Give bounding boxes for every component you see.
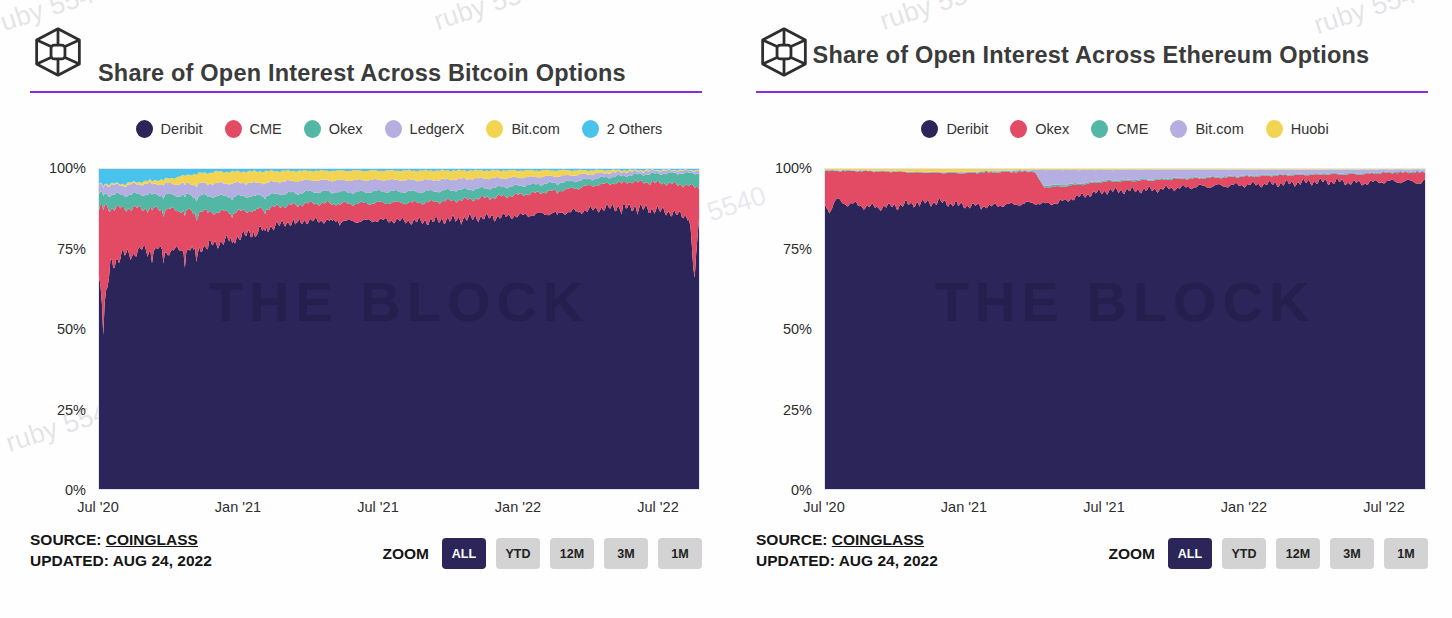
- legend-item-bit-com[interactable]: Bit.com: [486, 120, 559, 138]
- legend-swatch-icon: [136, 120, 153, 138]
- y-axis-tick: 50%: [783, 321, 812, 337]
- legend-label: CME: [1116, 121, 1148, 137]
- legend-swatch-icon: [385, 120, 402, 138]
- legend-swatch-icon: [486, 120, 503, 138]
- zoom-button-all[interactable]: ALL: [1168, 538, 1212, 569]
- legend-item-cme[interactable]: CME: [225, 120, 282, 138]
- area-deribit: [825, 178, 1425, 489]
- zoom-button-all[interactable]: ALL: [442, 538, 486, 569]
- x-axis-tick: Jul '20: [803, 499, 844, 515]
- legend-swatch-icon: [1091, 120, 1108, 138]
- y-axis-tick: 100%: [775, 160, 812, 176]
- stacked-area-chart[interactable]: [825, 169, 1425, 489]
- legend-label: Bit.com: [1195, 121, 1243, 137]
- y-axis-tick: 25%: [57, 402, 86, 418]
- source-label: SOURCE:: [30, 531, 101, 548]
- page-title: Share of Open Interest Across Ethereum O…: [796, 40, 1386, 70]
- x-axis-tick: Jan '22: [495, 499, 541, 515]
- zoom-button-1m[interactable]: 1M: [658, 538, 702, 569]
- zoom-button-12m[interactable]: 12M: [550, 538, 594, 569]
- page-title: Share of Open Interest Across Bitcoin Op…: [98, 58, 626, 88]
- legend-item-2-others[interactable]: 2 Others: [582, 120, 663, 138]
- legend-swatch-icon: [582, 120, 599, 138]
- zoom-label: ZOOM: [383, 545, 430, 563]
- zoom-button-3m[interactable]: 3M: [1330, 538, 1374, 569]
- x-axis-tick: Jul '21: [1083, 499, 1124, 515]
- source-block: SOURCE: COINGLASS UPDATED: AUG 24, 2022: [756, 529, 938, 571]
- x-axis: Jul '20Jan '21Jul '21Jan '22Jul '22: [98, 499, 700, 519]
- legend-item-okex[interactable]: Okex: [1010, 120, 1069, 138]
- x-axis-tick: Jul '22: [1363, 499, 1404, 515]
- source-label: SOURCE:: [756, 531, 827, 548]
- y-axis-tick: 0%: [65, 482, 86, 498]
- zoom-button-1m[interactable]: 1M: [1384, 538, 1428, 569]
- zoom-controls: ZOOM ALL YTD 12M 3M 1M: [383, 538, 703, 569]
- y-axis-tick: 75%: [57, 241, 86, 257]
- legend-label: Okex: [329, 121, 363, 137]
- legend-label: CME: [250, 121, 282, 137]
- y-axis: 100%75%50%25%0%: [0, 168, 92, 490]
- legend-item-ledgerx[interactable]: LedgerX: [385, 120, 465, 138]
- legend-item-okex[interactable]: Okex: [304, 120, 363, 138]
- legend-label: Deribit: [161, 121, 203, 137]
- updated-label: UPDATED: AUG 24, 2022: [756, 550, 938, 571]
- y-axis: 100%75%50%25%0%: [726, 168, 818, 490]
- source-block: SOURCE: COINGLASS UPDATED: AUG 24, 2022: [30, 529, 212, 571]
- x-axis-tick: Jul '20: [77, 499, 118, 515]
- legend-item-bit-com[interactable]: Bit.com: [1170, 120, 1243, 138]
- y-axis-tick: 100%: [49, 160, 86, 176]
- zoom-label: ZOOM: [1109, 545, 1156, 563]
- x-axis-tick: Jul '21: [357, 499, 398, 515]
- legend-label: 2 Others: [607, 121, 663, 137]
- y-axis-tick: 25%: [783, 402, 812, 418]
- title-divider: [756, 91, 1428, 93]
- legend-item-deribit[interactable]: Deribit: [136, 120, 203, 138]
- legend-label: Huobi: [1291, 121, 1329, 137]
- y-axis-tick: 50%: [57, 321, 86, 337]
- legend: Deribit CME Okex LedgerX Bit.com 2 Others: [98, 120, 700, 138]
- source-link[interactable]: COINGLASS: [832, 531, 924, 548]
- legend-label: Deribit: [946, 121, 988, 137]
- zoom-button-3m[interactable]: 3M: [604, 538, 648, 569]
- legend: Deribit Okex CME Bit.com Huobi: [824, 120, 1426, 138]
- legend-item-cme[interactable]: CME: [1091, 120, 1148, 138]
- legend-swatch-icon: [1010, 120, 1027, 138]
- zoom-button-ytd[interactable]: YTD: [1222, 538, 1266, 569]
- x-axis-tick: Jan '22: [1221, 499, 1267, 515]
- legend-swatch-icon: [1266, 120, 1283, 138]
- plot-area[interactable]: THE BLOCK: [98, 168, 700, 490]
- legend-label: Okex: [1035, 121, 1069, 137]
- x-axis: Jul '20Jan '21Jul '21Jan '22Jul '22: [824, 499, 1426, 519]
- legend-swatch-icon: [1170, 120, 1187, 138]
- ethereum-options-chart-card: Share of Open Interest Across Ethereum O…: [726, 0, 1452, 618]
- updated-label: UPDATED: AUG 24, 2022: [30, 550, 212, 571]
- the-block-logo-icon: [32, 26, 84, 82]
- zoom-controls: ZOOM ALL YTD 12M 3M 1M: [1109, 538, 1429, 569]
- legend-item-huobi[interactable]: Huobi: [1266, 120, 1329, 138]
- zoom-button-ytd[interactable]: YTD: [496, 538, 540, 569]
- legend-swatch-icon: [921, 120, 938, 138]
- x-axis-tick: Jan '21: [941, 499, 987, 515]
- x-axis-tick: Jul '22: [637, 499, 678, 515]
- plot-area[interactable]: THE BLOCK: [824, 168, 1426, 490]
- legend-item-deribit[interactable]: Deribit: [921, 120, 988, 138]
- title-divider: [30, 91, 702, 93]
- y-axis-tick: 75%: [783, 241, 812, 257]
- bitcoin-options-chart-card: Share of Open Interest Across Bitcoin Op…: [0, 0, 726, 618]
- source-link[interactable]: COINGLASS: [106, 531, 198, 548]
- legend-swatch-icon: [225, 120, 242, 138]
- zoom-button-12m[interactable]: 12M: [1276, 538, 1320, 569]
- legend-label: LedgerX: [410, 121, 465, 137]
- legend-swatch-icon: [304, 120, 321, 138]
- stacked-area-chart[interactable]: [99, 169, 699, 489]
- y-axis-tick: 0%: [791, 482, 812, 498]
- legend-label: Bit.com: [511, 121, 559, 137]
- x-axis-tick: Jan '21: [215, 499, 261, 515]
